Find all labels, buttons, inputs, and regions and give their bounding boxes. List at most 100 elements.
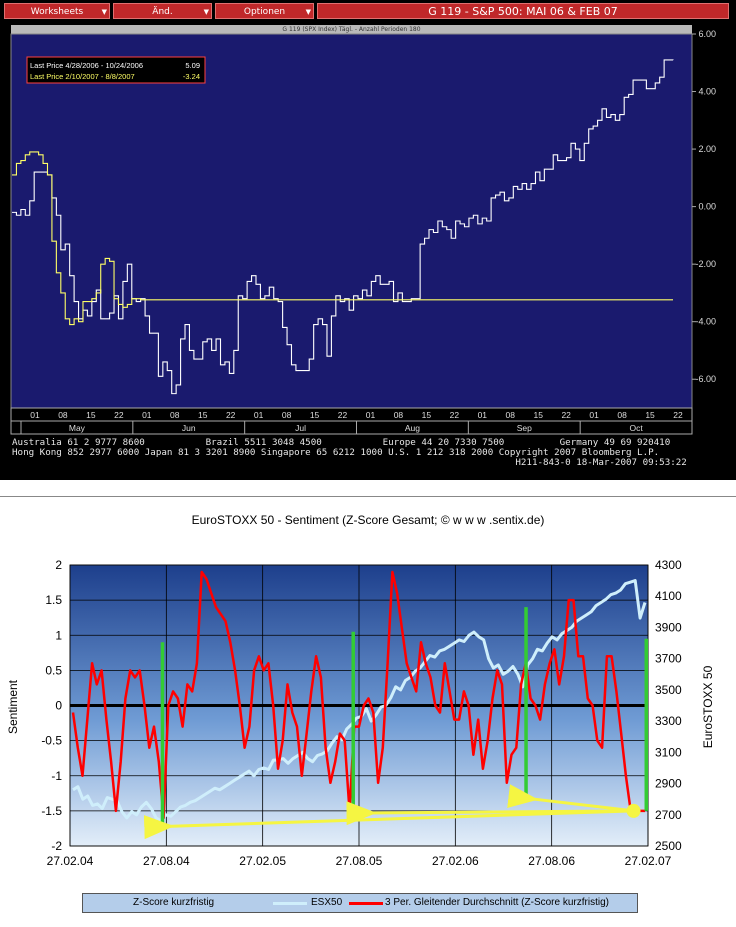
day-tick-label: 22 — [114, 410, 124, 420]
month-label: Aug — [405, 423, 420, 433]
legend: Z-Score kurzfristig ESX50 3 Per. Gleiten… — [82, 893, 638, 913]
y-tick-label: 0.00 — [698, 202, 716, 212]
x-tick-label: 27.02.07 — [625, 854, 672, 868]
legend-box — [26, 56, 206, 84]
y-axis: 6.00 4.00 2.00 0.00 -2.00 -4.00 -6.00 — [692, 29, 716, 384]
worksheets-menu-label: Worksheets — [30, 7, 84, 17]
legend-esx50: ESX50 — [311, 897, 343, 908]
y2-tick-label: 3300 — [655, 714, 682, 728]
series-line-2007 — [12, 151, 142, 326]
series-lines — [12, 59, 674, 395]
legend-label-1: Last Price 4/28/2006 - 10/24/2006 — [30, 61, 143, 70]
y-tick-label: -0.5 — [41, 734, 62, 748]
options-menu-label: Optionen — [243, 7, 286, 17]
legend-value-2: -3.24 — [183, 72, 200, 81]
day-tick-label: 01 — [589, 410, 599, 420]
day-tick-label: 22 — [338, 410, 348, 420]
y-tick-label: -4.00 — [695, 317, 716, 327]
day-tick-label: 15 — [86, 410, 96, 420]
chevron-down-icon: ▼ — [203, 8, 209, 16]
y-tick-label: -1.5 — [41, 804, 62, 818]
legend-moving-average-swatch — [349, 902, 383, 905]
series — [71, 570, 649, 840]
y-tick-label: 4.00 — [698, 87, 716, 97]
day-tick-label: 08 — [58, 410, 68, 420]
day-tick-label: 01 — [366, 410, 376, 420]
x-axis: 01 08 15 22 01 08 15 22 01 08 15 22 01 08 15 22 01 08 15 22… — [10, 407, 693, 435]
x-tick-label: 27.02.04 — [47, 854, 94, 868]
legend-zscore: Z-Score kurzfristig — [133, 897, 215, 908]
day-tick-label: 22 — [673, 410, 683, 420]
day-tick-label: 01 — [478, 410, 488, 420]
bloomberg-panel: Worksheets ▼ Änd. ▼ Optionen ▼ G 119 - S… — [0, 0, 736, 480]
month-label: May — [69, 423, 86, 433]
day-tick-label: 22 — [450, 410, 460, 420]
legend-label-2: Last Price 2/10/2007 - 8/8/2007 — [30, 72, 135, 81]
sentix-panel: EuroSTOXX 50 - Sentiment (Z-Score Gesamt… — [0, 496, 736, 926]
day-tick-label: 01 — [142, 410, 152, 420]
chart-title: EuroSTOXX 50 - Sentiment (Z-Score Gesamt… — [191, 513, 545, 527]
options-menu[interactable]: Optionen ▼ — [215, 3, 314, 19]
y2-tick-label: 3100 — [655, 745, 682, 759]
arrow — [507, 784, 634, 813]
x-tick-label: 27.08.04 — [143, 854, 190, 868]
y-tick-label: 1.5 — [45, 593, 62, 607]
day-tick-label: 08 — [282, 410, 292, 420]
y2-tick-label: 3500 — [655, 683, 682, 697]
chart-window-title: G 119 - S&P 500: MAI 06 & FEB 07 — [317, 3, 729, 19]
day-tick-label: 01 — [254, 410, 264, 420]
y-tick-label: 1 — [55, 628, 62, 642]
gridlines — [69, 564, 649, 847]
chevron-down-icon: ▼ — [101, 8, 107, 16]
y-tick-label: -2.00 — [695, 259, 716, 269]
day-tick-label: 15 — [645, 410, 655, 420]
day-tick-label: 22 — [561, 410, 571, 420]
month-label: Oct — [629, 423, 643, 433]
arrow — [143, 809, 634, 840]
month-label: Jun — [182, 423, 196, 433]
y-tick-label: 2 — [55, 558, 62, 572]
day-tick-label: 15 — [198, 410, 208, 420]
x-tick-label: 27.02.06 — [432, 854, 479, 868]
day-tick-label: 01 — [30, 410, 40, 420]
day-tick-label: 15 — [422, 410, 432, 420]
arrow — [346, 801, 634, 826]
y2-tick-label: 2500 — [655, 839, 682, 853]
contact-line-1: Australia 61 2 9777 8600 Brazil 5511 304… — [12, 437, 671, 448]
y-tick-label: 0 — [55, 699, 62, 713]
x-tick-label: 27.08.05 — [336, 854, 383, 868]
edit-menu[interactable]: Änd. ▼ — [113, 3, 212, 19]
y-tick-label: 6.00 — [698, 29, 716, 39]
y2-axis-title: EuroSTOXX 50 — [701, 665, 715, 748]
edit-menu-label: Änd. — [152, 7, 173, 17]
month-band — [10, 420, 693, 435]
day-tick-label: 15 — [533, 410, 543, 420]
y2-tick-label: 4300 — [655, 558, 682, 572]
bloomberg-chart: 6.00 4.00 2.00 0.00 -2.00 -4.00 -6.00 01 08 15 22… — [10, 29, 716, 435]
y2-tick-label: 2700 — [655, 808, 682, 822]
moving-average-line — [71, 570, 645, 820]
y-tick-label: 2.00 — [698, 144, 716, 154]
y-axis-title: Sentiment — [6, 679, 20, 734]
month-label: Sep — [517, 423, 532, 433]
worksheets-menu[interactable]: Worksheets ▼ — [4, 3, 110, 19]
y-tick-label: -1 — [51, 769, 62, 783]
month-label: Jul — [295, 423, 306, 433]
y2-tick-label: 4100 — [655, 589, 682, 603]
y2-tick-label: 3700 — [655, 652, 682, 666]
y-tick-label: -6.00 — [695, 374, 716, 384]
day-tick-label: 08 — [170, 410, 180, 420]
day-tick-label: 22 — [226, 410, 236, 420]
plot-area — [10, 33, 693, 409]
axes: 2 1.5 1 0.5 0 -0.5 -1 -1.5 -2 4300 4100 3900 3700 350… — [41, 558, 682, 868]
y2-tick-label: 2900 — [655, 777, 682, 791]
contact-line-2: Hong Kong 852 2977 6000 Japan 81 3 3201 … — [12, 447, 660, 458]
legend-moving-average: 3 Per. Gleitender Durchschnitt (Z-Score … — [385, 897, 609, 908]
y-tick-label: -2 — [51, 839, 62, 853]
series-line-2006 — [12, 59, 674, 395]
y2-tick-label: 3900 — [655, 620, 682, 634]
legend-esx50-swatch — [273, 902, 307, 905]
day-tick-label: 08 — [617, 410, 627, 420]
y-tick-label: 0.5 — [45, 663, 62, 677]
timestamp-line: H211-843-0 18-Mar-2007 09:53:22 — [12, 457, 687, 468]
